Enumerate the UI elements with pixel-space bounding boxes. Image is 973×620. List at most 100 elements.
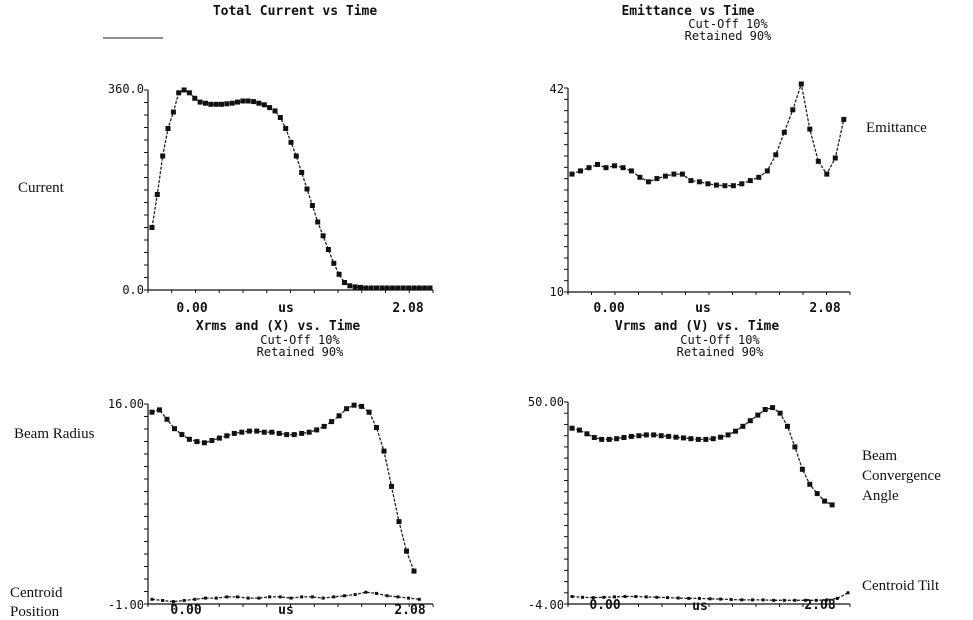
x-axis-label-4: us — [692, 599, 708, 614]
data-point — [569, 171, 575, 177]
chart-title-2: Emittance vs Time — [621, 4, 754, 19]
series-line-x-centroid — [151, 591, 420, 603]
data-point — [179, 432, 185, 438]
data-point — [814, 598, 818, 602]
data-point — [730, 183, 736, 189]
panel-total-current: Total Current vs Time 360.0 0.0 0.00 us … — [18, 4, 433, 316]
data-point — [309, 203, 315, 208]
xtick-label-right-1: 2.08 — [392, 301, 423, 316]
markers-emittance — [569, 81, 847, 189]
data-point — [359, 403, 365, 409]
label-beam-convergence-2: Convergence — [862, 468, 941, 484]
data-point — [644, 595, 648, 599]
data-point — [366, 409, 372, 415]
data-point — [807, 126, 813, 132]
ytick-label-top-2: 42 — [550, 82, 564, 96]
data-point — [835, 596, 839, 600]
x-axis-label-1: us — [278, 301, 294, 316]
chart-title-1: Total Current vs Time — [213, 4, 378, 19]
data-point — [321, 423, 327, 429]
data-point — [725, 432, 731, 438]
data-point — [176, 90, 182, 96]
data-point — [306, 429, 312, 435]
xtick-label-left-4: 0.00 — [589, 598, 620, 613]
data-point — [603, 165, 609, 171]
ytick-label-bottom-1: 0.0 — [122, 283, 144, 297]
data-point — [246, 428, 252, 434]
data-point — [841, 116, 847, 122]
data-point — [160, 153, 166, 159]
data-point — [208, 101, 214, 107]
data-point — [591, 435, 597, 440]
data-point — [705, 181, 711, 187]
data-point — [733, 428, 738, 434]
data-point — [822, 498, 828, 504]
chart-subtitle2-4: Retained 90% — [677, 345, 764, 359]
data-point — [293, 153, 299, 159]
data-point — [832, 155, 838, 161]
xtick-label-right-2: 2.08 — [809, 301, 840, 316]
data-point — [240, 98, 246, 104]
markers-vrms — [569, 405, 835, 508]
data-point — [790, 107, 796, 113]
data-point — [204, 596, 207, 600]
data-point — [708, 597, 712, 601]
data-point — [762, 407, 768, 412]
data-point — [569, 425, 575, 431]
panel-xrms: Xrms and (X) vs. Time Cut-Off 10% Retain… — [10, 319, 433, 620]
ytick-label-bottom-4: -4.00 — [528, 598, 564, 612]
data-point — [645, 179, 651, 185]
series-line-v-centroid — [571, 592, 849, 601]
data-point — [729, 598, 733, 601]
data-point — [782, 598, 786, 602]
data-point — [634, 595, 638, 598]
data-point — [182, 599, 186, 602]
data-point — [251, 99, 257, 105]
data-point — [342, 280, 347, 285]
data-point — [739, 181, 745, 187]
data-point — [755, 412, 761, 418]
data-point — [236, 595, 239, 599]
data-point — [161, 599, 165, 602]
data-point — [181, 87, 187, 93]
data-point — [239, 429, 245, 435]
data-point — [149, 409, 155, 415]
data-point — [396, 595, 400, 599]
data-point — [570, 595, 574, 598]
data-point — [385, 594, 389, 598]
data-point — [636, 433, 642, 439]
data-point — [395, 285, 401, 291]
data-point — [785, 423, 790, 429]
data-point — [400, 285, 406, 291]
data-point — [829, 502, 835, 508]
data-point — [606, 436, 612, 442]
data-point — [614, 436, 620, 442]
data-point — [170, 109, 176, 115]
data-point — [314, 427, 320, 433]
data-point — [406, 285, 412, 291]
data-point — [655, 595, 659, 599]
data-point — [621, 435, 627, 440]
data-point — [578, 168, 583, 174]
data-point — [773, 152, 779, 158]
data-point — [576, 427, 582, 433]
data-point — [814, 491, 820, 497]
label-centroid-tilt: Centroid Tilt — [862, 578, 940, 594]
data-point — [612, 163, 617, 169]
chart-title-3: Xrms and (X) vs. Time — [196, 319, 361, 334]
data-point — [623, 595, 627, 598]
data-point — [637, 174, 643, 180]
label-beam-convergence-1: Beam — [862, 448, 897, 464]
data-point — [681, 435, 686, 441]
data-point — [193, 597, 197, 601]
data-point — [422, 285, 428, 291]
data-point — [329, 419, 335, 425]
data-point — [761, 598, 765, 602]
data-point — [798, 81, 804, 87]
label-centroid-position-1: Centroid — [10, 585, 63, 601]
data-point — [756, 174, 762, 180]
data-point — [804, 598, 807, 602]
data-point — [203, 100, 208, 106]
x-axis-label-3: us — [278, 603, 294, 618]
